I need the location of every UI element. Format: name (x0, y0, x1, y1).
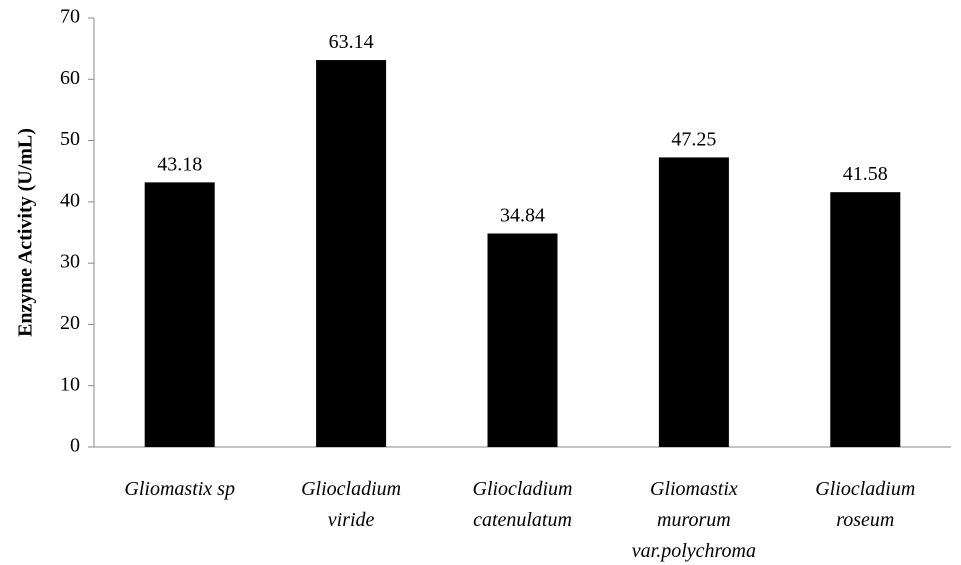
x-category-label: Gliocladium catenulatum (473, 478, 573, 531)
bar-value-label: 41.58 (843, 163, 888, 185)
y-axis-ticks: 0 10 20 30 40 50 60 70 (60, 6, 94, 457)
bar (658, 157, 729, 448)
data-labels: 43.18 63.14 34.84 47.25 41.58 (157, 31, 888, 226)
y-tick-label: 70 (60, 6, 80, 28)
bar (830, 192, 901, 447)
category-labels: Gliomastix sp Gliocladium virideGliocladiu… (124, 478, 915, 562)
x-category-label-line: viride (328, 509, 375, 531)
x-category-label: Gliocladium viride (301, 478, 401, 531)
x-category-label-line: Gliocladium (301, 478, 401, 500)
y-tick-label: 40 (60, 189, 80, 211)
x-category-label-line: Gliomastix (650, 478, 738, 500)
bar-value-label: 34.84 (500, 204, 545, 226)
bar (144, 182, 215, 447)
x-category-label-line: roseum (836, 509, 894, 531)
y-tick-label: 30 (60, 251, 80, 273)
x-category-label: Gliomastix sp (124, 478, 235, 500)
x-category-label-line: Gliomastix sp (124, 478, 235, 500)
bar-value-label: 47.25 (671, 128, 716, 150)
x-category-label: Gliocladium roseum (815, 478, 915, 531)
y-tick-label: 20 (60, 312, 80, 334)
x-category-label-line: Gliocladium (473, 478, 573, 500)
y-tick-label: 60 (60, 67, 80, 89)
x-category-label: Gliomastix murorum var.polychroma (632, 478, 756, 562)
bar (487, 233, 558, 447)
bars (144, 60, 901, 448)
y-tick-label: 0 (70, 435, 80, 457)
y-axis-title: Enzyme Activity (U/mL) (15, 128, 37, 337)
x-category-label-line: murorum (657, 509, 731, 531)
x-category-label-line: var.polychroma (632, 540, 756, 562)
bar (316, 60, 387, 448)
x-category-label-line: catenulatum (473, 509, 572, 531)
y-tick-label: 10 (60, 373, 80, 395)
bar-value-label: 43.18 (157, 153, 202, 175)
y-tick-label: 50 (60, 128, 80, 150)
bar-value-label: 63.14 (329, 31, 374, 53)
x-category-label-line: Gliocladium (815, 478, 915, 500)
